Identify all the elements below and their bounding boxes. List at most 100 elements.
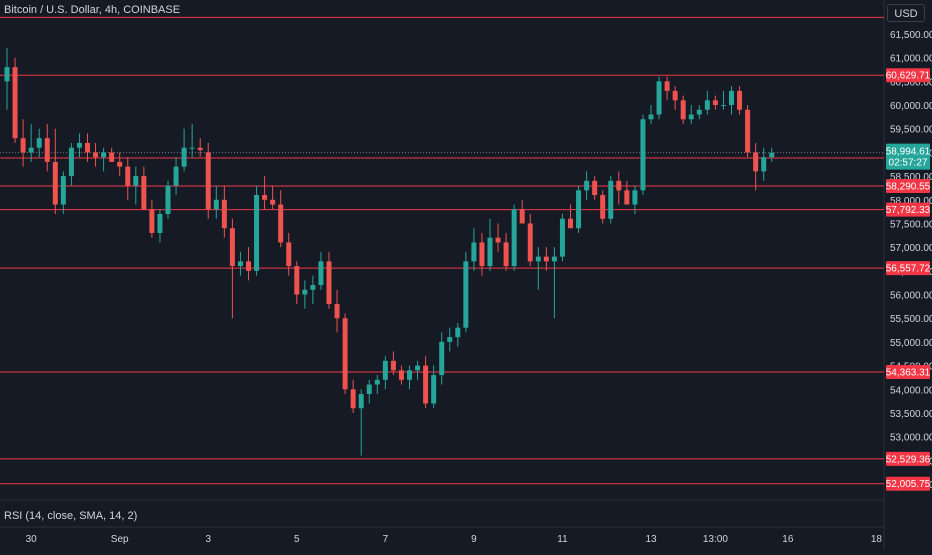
y-tick-label: 57,500.00 bbox=[890, 219, 932, 230]
candle-up bbox=[576, 190, 582, 229]
candle-up bbox=[189, 147, 195, 149]
candle-up bbox=[761, 157, 767, 172]
candle-up bbox=[632, 190, 638, 205]
candle-down bbox=[125, 166, 131, 186]
candle-up bbox=[4, 67, 10, 82]
y-tick-label: 60,000.00 bbox=[890, 101, 932, 112]
candle-up bbox=[318, 261, 324, 286]
candle-up bbox=[173, 166, 179, 186]
candle-up bbox=[656, 81, 662, 115]
current-price-label: 58,994.61 bbox=[886, 147, 931, 158]
bar-countdown-label: 02:57:27 bbox=[889, 158, 928, 169]
y-tick-label: 54,000.00 bbox=[890, 385, 932, 396]
candle-up bbox=[302, 289, 308, 295]
candle-down bbox=[680, 100, 686, 120]
y-tick-label: 60,500.00 bbox=[890, 77, 932, 88]
candle-up bbox=[254, 195, 260, 271]
candle-up bbox=[60, 176, 66, 205]
level-price-label: 54,363.31 bbox=[886, 368, 931, 379]
level-price-label: 60,629.71 bbox=[886, 71, 931, 82]
symbol-title[interactable]: Bitcoin / U.S. Dollar, 4h, COINBASE bbox=[4, 4, 181, 16]
x-tick-label: 30 bbox=[26, 534, 38, 545]
candle-down bbox=[270, 199, 276, 205]
x-tick-label: 11 bbox=[557, 534, 568, 545]
rsi-indicator-label[interactable]: RSI (14, close, SMA, 14, 2) bbox=[4, 510, 138, 522]
candle-up bbox=[213, 199, 219, 210]
candle-down bbox=[294, 266, 300, 295]
candle-up bbox=[382, 360, 388, 380]
y-tick-label: 53,000.00 bbox=[890, 433, 932, 444]
candle-up bbox=[76, 142, 82, 148]
candle-up bbox=[487, 237, 493, 267]
candle-down bbox=[543, 256, 549, 262]
candle-down bbox=[519, 209, 525, 224]
candle-up bbox=[535, 256, 541, 262]
candle-down bbox=[141, 176, 147, 210]
candle-up bbox=[157, 214, 163, 233]
candle-up bbox=[133, 176, 139, 186]
candle-down bbox=[246, 261, 251, 271]
candle-up bbox=[68, 147, 74, 177]
y-tick-label: 55,500.00 bbox=[890, 314, 932, 325]
candle-up bbox=[696, 109, 702, 115]
candle-down bbox=[745, 109, 751, 153]
x-tick-label: 5 bbox=[294, 534, 300, 545]
candle-up bbox=[237, 261, 243, 267]
level-price-label: 52,529.36 bbox=[886, 454, 931, 465]
candle-up bbox=[648, 114, 654, 120]
candle-up bbox=[165, 185, 171, 214]
candle-up bbox=[511, 209, 517, 267]
candle-down bbox=[342, 318, 348, 390]
candle-up bbox=[36, 138, 42, 148]
candle-up bbox=[407, 370, 412, 380]
x-tick-label: 16 bbox=[782, 534, 794, 545]
x-tick-label: 3 bbox=[205, 534, 211, 545]
candle-up bbox=[366, 384, 372, 394]
level-price-tag bbox=[886, 202, 930, 217]
candle-down bbox=[326, 261, 332, 304]
candle-up bbox=[729, 90, 734, 106]
x-tick-label: Sep bbox=[111, 534, 129, 545]
level-price-label: 58,290.55 bbox=[886, 182, 931, 193]
y-tick-label: 61,000.00 bbox=[890, 54, 932, 65]
y-tick-label: 61,500.00 bbox=[890, 30, 932, 41]
candle-down bbox=[423, 365, 429, 404]
candle-down bbox=[221, 199, 227, 229]
candle-up bbox=[608, 180, 614, 219]
candle-up bbox=[28, 147, 34, 153]
candle-down bbox=[117, 161, 123, 167]
candle-up bbox=[415, 365, 421, 371]
candle-down bbox=[85, 142, 90, 153]
candle-down bbox=[753, 152, 759, 172]
candle-down bbox=[205, 152, 211, 210]
currency-selector[interactable]: USD bbox=[887, 4, 925, 22]
candle-up bbox=[704, 100, 710, 110]
y-tick-label: 57,000.00 bbox=[890, 243, 932, 254]
level-price-tag bbox=[886, 365, 930, 380]
current-price-tag bbox=[886, 143, 930, 170]
x-tick-label: 7 bbox=[383, 534, 389, 545]
level-price-label: 52,005.75 bbox=[886, 479, 931, 490]
y-tick-label: 56,000.00 bbox=[890, 291, 932, 302]
candle-down bbox=[664, 81, 670, 91]
level-price-tag bbox=[886, 68, 930, 83]
x-tick-label: 13:00 bbox=[703, 534, 728, 545]
candle-down bbox=[398, 370, 404, 380]
candle-down bbox=[737, 90, 743, 110]
candle-up bbox=[463, 261, 469, 328]
x-tick-label: 18 bbox=[871, 534, 883, 545]
candle-down bbox=[616, 180, 622, 191]
level-price-label: 57,792.33 bbox=[886, 205, 931, 216]
y-tick-label: 58,500.00 bbox=[890, 172, 932, 183]
candle-down bbox=[568, 218, 573, 229]
candle-down bbox=[52, 161, 58, 205]
candle-up bbox=[447, 337, 453, 342]
candle-down bbox=[197, 147, 203, 151]
candle-up bbox=[559, 218, 565, 257]
candle-down bbox=[600, 195, 606, 219]
level-price-tag bbox=[886, 451, 930, 466]
y-tick-label: 58,000.00 bbox=[890, 196, 932, 207]
candle-up bbox=[769, 152, 775, 158]
